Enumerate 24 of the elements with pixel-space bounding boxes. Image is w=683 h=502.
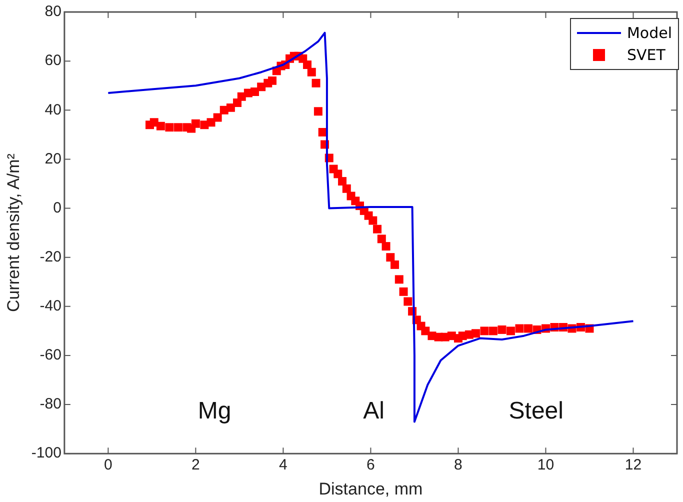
y-tick-label: 40 <box>44 101 62 118</box>
y-axis-title: Current density, A/m² <box>4 153 23 312</box>
x-tick-label: 10 <box>537 456 554 474</box>
x-axis-title: Distance, mm <box>318 479 423 498</box>
y-tick-label: -20 <box>40 248 62 266</box>
y-tick-label: 80 <box>44 3 62 20</box>
annotation: Steel <box>508 397 564 424</box>
legend-label: Model <box>626 24 672 42</box>
y-tick-label: 60 <box>44 52 62 70</box>
x-tick-label: 6 <box>366 456 375 474</box>
y-tick-label: -80 <box>40 396 62 413</box>
y-tick-label: -60 <box>40 346 62 364</box>
y-tick-label: -100 <box>31 444 62 462</box>
annotation: Al <box>363 397 384 424</box>
legend-label: SVET <box>626 46 666 64</box>
y-tick-label: 20 <box>44 150 62 168</box>
x-tick-label: 8 <box>454 456 462 474</box>
x-tick-label: 0 <box>104 456 112 474</box>
y-tick-label: -40 <box>40 298 62 315</box>
x-tick-label: 12 <box>624 456 642 474</box>
x-tick-label: 2 <box>192 456 200 474</box>
annotation: Mg <box>198 397 232 424</box>
y-tick-label: 0 <box>53 199 62 216</box>
x-tick-label: 4 <box>279 456 288 474</box>
